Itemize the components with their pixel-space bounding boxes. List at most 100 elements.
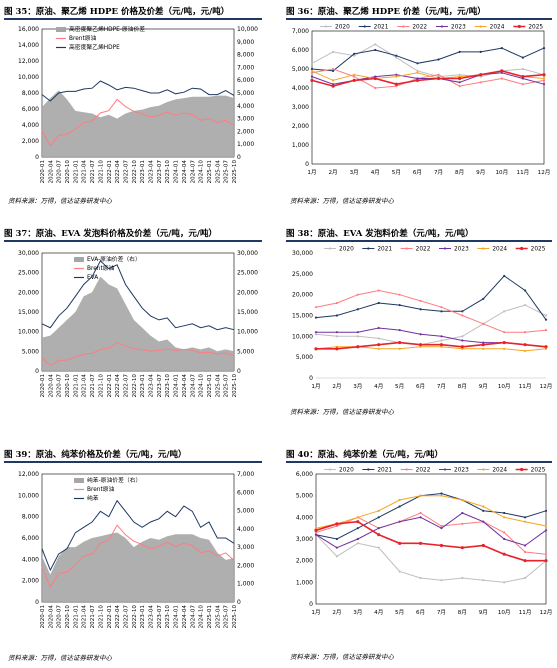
x-tick-label: 2020-01 [40, 160, 46, 184]
y-tick-label: 10,000 [18, 74, 39, 81]
data-point [416, 62, 419, 65]
legend-marker [440, 25, 444, 28]
y-tick-label: 1,000 [292, 142, 309, 149]
x-tick-label: 2025-10 [232, 605, 238, 629]
series-line [315, 492, 547, 540]
x-tick-label: 2023-01 [140, 374, 146, 398]
data-point [395, 54, 398, 57]
y-tick-label: 10,000 [292, 333, 313, 340]
y-right-tick-label: 3,000 [237, 116, 254, 123]
y-tick-label: 0 [305, 161, 309, 168]
data-point [521, 83, 525, 86]
x-tick-label: 5月 [395, 383, 404, 390]
y-tick-label: 12,000 [18, 58, 39, 65]
source-note: 资料来源：万得，信达证券研发中心 [8, 654, 112, 662]
chart-37: 0 5,000 10,000 15,000 20,000 25,000 30,000 0 5,0… [18, 250, 258, 398]
legend-label: 2024 [492, 247, 507, 253]
y-tick-label: 14,000 [18, 42, 39, 49]
data-point [314, 347, 318, 351]
data-point [523, 343, 527, 347]
x-tick-label: 11月 [519, 609, 532, 616]
x-tick-label: 2024-07 [190, 374, 196, 398]
data-point [377, 289, 380, 292]
data-point [437, 58, 440, 61]
x-tick-label: 2021-10 [98, 605, 104, 629]
data-point [440, 306, 443, 309]
data-point [461, 511, 464, 515]
legend-label: EVA [87, 275, 98, 281]
legend-marker [328, 468, 332, 471]
legend-marker [479, 25, 482, 28]
data-point [440, 339, 443, 342]
chart-36: 0 1,000 2,000 3,000 4,000 5,000 6,000 7,000 1月 2月… [292, 25, 551, 177]
data-point [503, 331, 506, 334]
series-line [41, 499, 235, 572]
x-tick-label: 2月 [329, 169, 338, 176]
data-point [544, 314, 548, 317]
y-tick-label: 6,000 [292, 47, 309, 54]
legend-label: 2022 [412, 25, 427, 31]
data-point [335, 347, 339, 351]
x-tick-label: 2022-01 [107, 160, 113, 184]
x-tick-label: 2022-04 [115, 160, 121, 184]
series-line [311, 70, 545, 87]
data-point [314, 531, 318, 534]
legend-label: 高密度聚乙烯HDPE [69, 43, 120, 51]
series-line [311, 47, 545, 72]
data-point [461, 576, 464, 580]
y-tick-label: 0 [35, 599, 39, 606]
legend-marker [402, 25, 405, 28]
x-tick-label: 1月 [307, 169, 316, 176]
x-tick-label: 2024-10 [199, 374, 205, 398]
x-tick-label: 2022-10 [132, 374, 138, 398]
chart-title: 图 37：原油、EVA 发泡料价格及价差（元/吨，元/吨） [4, 229, 217, 239]
chart-title: 图 38：原油、EVA 发泡料价差（元/吨，元/吨） [286, 229, 474, 239]
data-point [439, 543, 444, 548]
x-tick-label: 7月 [434, 169, 443, 176]
data-point [314, 306, 318, 309]
data-point [521, 56, 525, 59]
series-line [41, 98, 235, 147]
title-rule [4, 18, 262, 20]
panel-39: 图 39：原油、纯苯价格及价差（元/吨，元/吨） 0 2,000 4,000 6,00… [4, 448, 264, 666]
data-point [314, 533, 318, 536]
x-tick-label: 2025-07 [224, 160, 230, 184]
x-tick-label: 2023-01 [140, 160, 146, 184]
x-tick-label: 2024-10 [199, 605, 205, 629]
data-point [440, 494, 443, 497]
y-right-tick-label: 7,000 [237, 64, 254, 71]
series-line [41, 342, 235, 367]
x-tick-label: 3月 [350, 169, 359, 176]
legend-label: 2022 [416, 468, 431, 474]
x-tick-label: 2021-10 [98, 160, 104, 184]
x-tick-label: 2025-01 [207, 605, 213, 629]
legend-label: 2022 [416, 247, 431, 253]
data-point [394, 82, 398, 86]
y-tick-label: 15,000 [292, 313, 313, 320]
y-tick-label: 8,000 [22, 514, 39, 521]
y-tick-label: 8,000 [22, 90, 39, 97]
data-point [500, 77, 503, 80]
x-tick-label: 6月 [413, 169, 422, 176]
legend-label: 2021 [377, 468, 392, 474]
y-right-tick-label: 1,000 [237, 141, 254, 148]
y-tick-label: 3,000 [292, 104, 309, 111]
data-point [395, 73, 398, 76]
legend-marker [520, 467, 524, 472]
data-point [482, 341, 485, 344]
data-point [544, 524, 548, 528]
x-tick-label: 5月 [392, 169, 401, 176]
x-tick-label: 2024-07 [190, 160, 196, 184]
x-tick-label: 10月 [495, 169, 508, 176]
legend-swatch [74, 478, 84, 483]
y-tick-label: 16,000 [18, 26, 39, 33]
series-line [41, 80, 235, 102]
data-point [502, 552, 506, 556]
x-tick-label: 2022-07 [123, 160, 129, 184]
legend-label: 2025 [531, 468, 546, 474]
data-point [458, 85, 461, 88]
data-point [335, 522, 339, 526]
data-point [335, 546, 339, 549]
panel-36: 图 36：原油、聚乙烯 HDPE 价差（元/吨，元/吨） 0 1,000 2,000… [286, 5, 554, 210]
data-point [523, 516, 527, 519]
